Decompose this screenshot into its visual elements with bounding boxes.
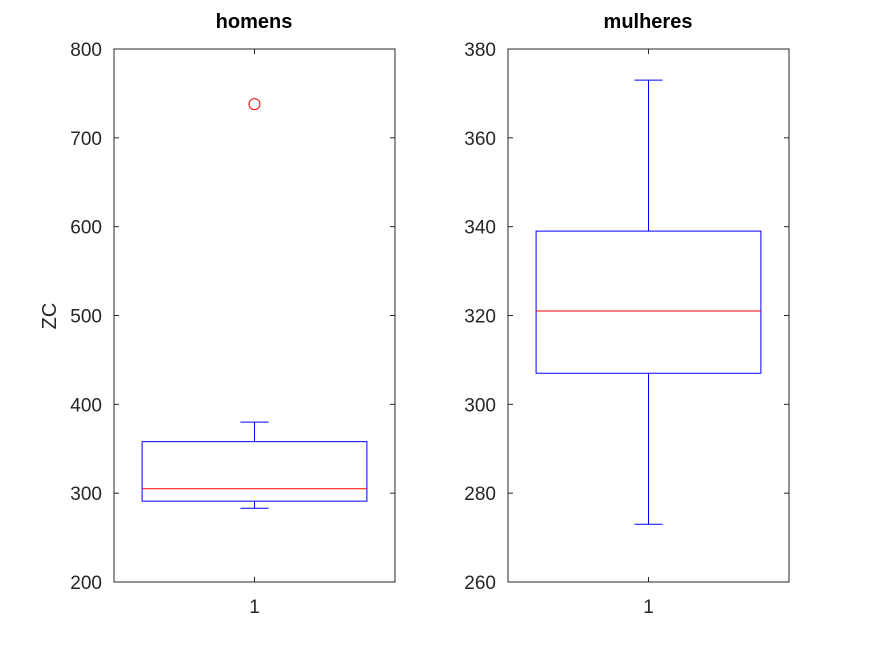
x-ticks: 1 bbox=[643, 49, 654, 618]
y-tick-label: 280 bbox=[464, 484, 496, 505]
y-tick-label: 800 bbox=[70, 40, 102, 61]
subplot-homens: homens ZC 200 300 400 500 600 700 800 1 bbox=[39, 11, 396, 618]
y-tick-label: 400 bbox=[70, 395, 102, 416]
plot-title: mulheres bbox=[604, 11, 693, 33]
y-tick-label: 260 bbox=[464, 573, 496, 594]
y-axis-label: ZC bbox=[39, 303, 61, 330]
y-tick-label: 600 bbox=[70, 218, 102, 239]
y-tick-label: 300 bbox=[464, 395, 496, 416]
y-tick-label: 500 bbox=[70, 307, 102, 328]
x-tick-label: 1 bbox=[643, 597, 654, 618]
iqr-box bbox=[141, 441, 368, 502]
outlier-point bbox=[248, 98, 261, 111]
y-tick-label: 360 bbox=[464, 129, 496, 150]
y-tick-label: 200 bbox=[70, 573, 102, 594]
subplot-mulheres: mulheres 260 280 300 320 340 360 380 1 bbox=[464, 11, 790, 618]
iqr-box bbox=[535, 230, 762, 374]
x-tick-label: 1 bbox=[249, 597, 260, 618]
y-tick-label: 320 bbox=[464, 307, 496, 328]
y-tick-label: 380 bbox=[464, 40, 496, 61]
y-ticks: 200 300 400 500 600 700 800 bbox=[70, 40, 395, 594]
y-tick-label: 300 bbox=[70, 484, 102, 505]
y-ticks: 260 280 300 320 340 360 380 bbox=[464, 40, 789, 594]
y-tick-label: 700 bbox=[70, 129, 102, 150]
y-tick-label: 340 bbox=[464, 218, 496, 239]
plot-title: homens bbox=[216, 11, 293, 33]
boxplot bbox=[141, 98, 368, 509]
boxplot bbox=[535, 79, 762, 525]
x-ticks: 1 bbox=[249, 49, 260, 618]
